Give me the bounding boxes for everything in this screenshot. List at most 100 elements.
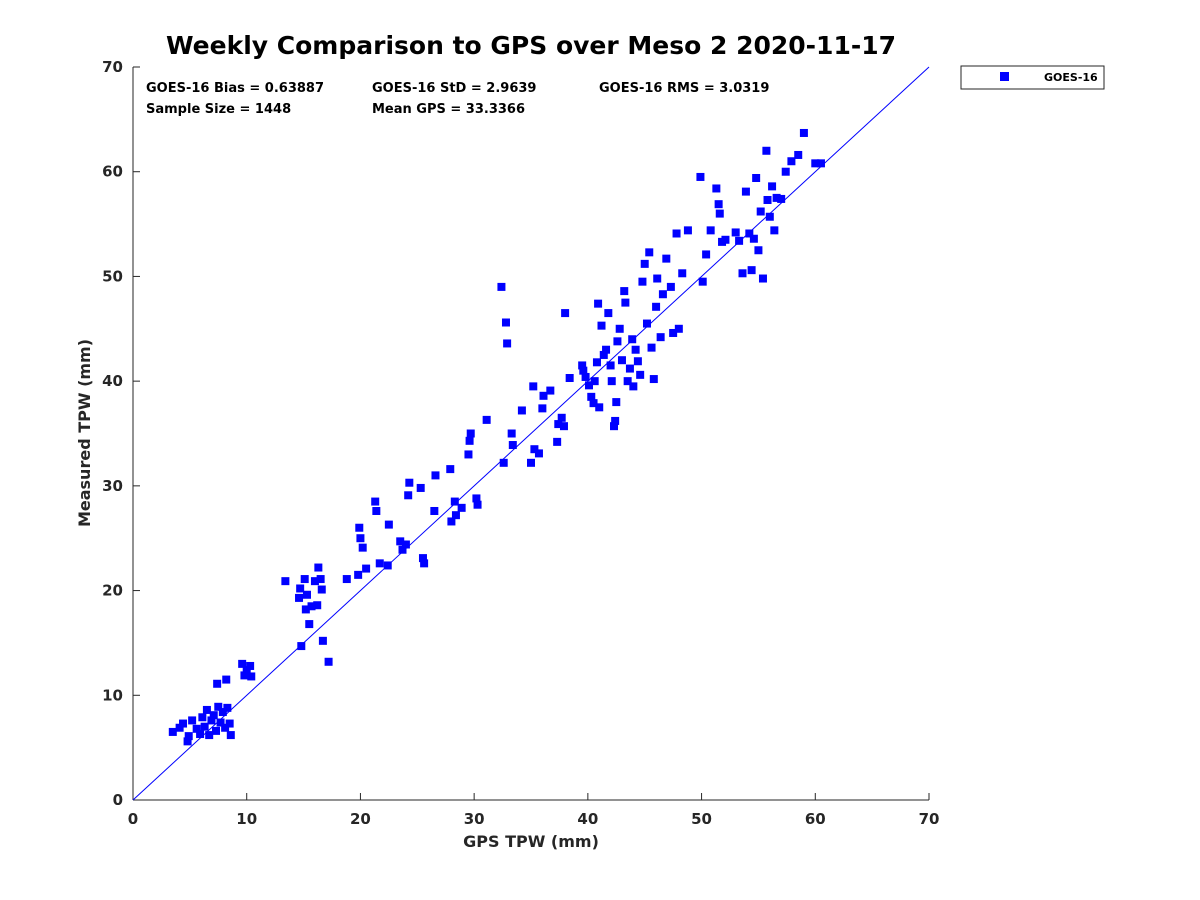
data-point [777,194,786,203]
data-point [584,381,593,390]
data-point [358,543,367,552]
data-point [613,337,622,346]
data-point [615,324,624,333]
data-point [226,731,235,740]
data-point [213,679,222,688]
data-point [501,318,510,327]
data-point [464,450,473,459]
data-point [745,229,754,238]
y-tick-label: 0 [113,791,123,809]
data-point [396,537,405,546]
data-point [430,506,439,515]
data-point [595,403,604,412]
data-point [628,335,637,344]
legend: GOES-16 [960,65,1105,90]
data-point [507,429,516,438]
x-tick-label: 50 [691,810,712,828]
data-point [715,209,724,218]
data-point [183,737,192,746]
data-point [404,491,413,500]
data-point [538,404,547,413]
data-point [209,711,218,720]
data-point [649,375,658,384]
data-point [214,702,223,711]
data-point [398,545,407,554]
data-point [816,159,825,168]
data-point [625,364,634,373]
x-tick-label: 70 [919,810,940,828]
data-point [735,236,744,245]
data-point [565,374,574,383]
data-point [447,517,456,526]
data-point [578,361,587,370]
data-point [324,657,333,666]
data-point [318,636,327,645]
data-point [207,716,216,725]
data-point [247,672,256,681]
data-point [242,666,251,675]
data-point [457,503,466,512]
data-point [221,723,230,732]
data-point [371,497,380,506]
data-point [527,458,535,467]
data-point [218,708,227,717]
data-point [607,377,616,386]
data-point [658,290,667,299]
data-point [372,506,381,515]
data-point [310,577,319,586]
data-point [731,228,740,237]
data-point [313,601,322,610]
stat-sample-size: Sample Size = 1448 [146,102,291,117]
data-point [212,726,221,735]
stat-std: GOES-16 StD = 2.9639 [372,81,536,96]
data-point [633,357,642,366]
data-point [672,229,681,238]
stat-mean-gps: Mean GPS = 33.3366 [372,102,525,117]
data-point [770,226,779,235]
y-tick-label: 20 [102,582,123,600]
data-point [749,234,758,243]
stats-annotations: GOES-16 Bias = 0.63887 GOES-16 StD = 2.9… [146,81,769,117]
data-point [669,328,678,337]
stat-rms: GOES-16 RMS = 3.0319 [599,81,769,96]
data-point [222,675,231,684]
data-point [529,382,538,391]
data-point [631,345,640,354]
data-point [497,282,506,291]
data-point [356,534,365,543]
data-point [768,182,777,191]
data-point [301,605,310,614]
data-point [401,540,410,549]
data-point [314,563,323,572]
data-point [781,167,790,176]
y-tick-label: 60 [102,163,123,181]
data-point [754,246,763,255]
x-tick-label: 20 [350,810,371,828]
legend-marker [1000,72,1009,81]
data-point [765,212,774,221]
y-tick-label: 30 [102,477,123,495]
axis-ticks: 0 10 20 30 40 50 60 70 0 10 20 30 40 50 60 70 [102,58,939,828]
data-point [656,333,665,342]
data-point [342,575,351,584]
data-point [579,366,588,375]
data-point [420,559,429,568]
data-point [787,157,796,166]
data-point [534,449,543,458]
data-point [794,150,803,159]
legend-label: GOES-16 [1044,71,1098,84]
data-point [653,274,662,283]
data-point [216,718,225,727]
data-point [752,173,761,182]
data-point [295,593,304,602]
data-point [202,705,211,714]
x-axis-label: GPS TPW (mm) [463,832,599,851]
data-point [696,172,705,181]
data-point [602,345,611,354]
data-point [281,577,290,586]
data-point [758,274,767,283]
data-point [499,458,508,467]
data-point [652,302,661,311]
data-point [473,500,482,509]
data-point [296,584,305,593]
